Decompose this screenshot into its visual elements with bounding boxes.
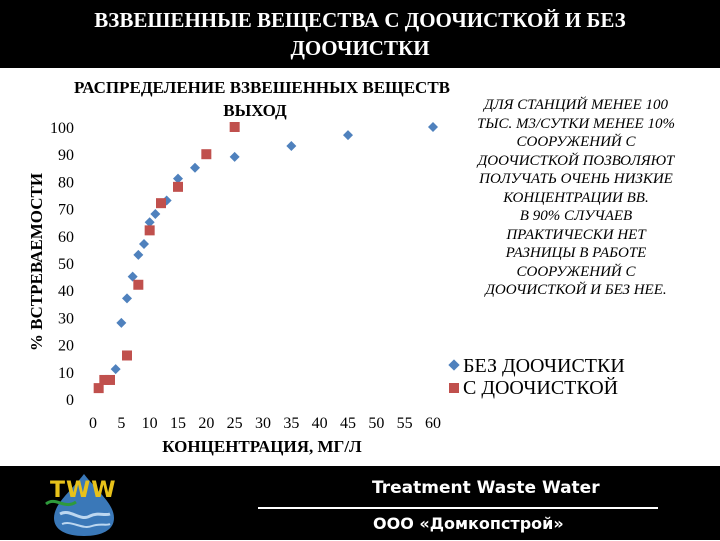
y-tick-label: 10 [58, 365, 74, 382]
data-point-diamond [190, 162, 200, 173]
x-tick-label: 50 [368, 415, 384, 432]
x-axis-label: КОНЦЕНТРАЦИЯ, МГ/Л [162, 437, 362, 456]
plot-marks [93, 122, 438, 394]
data-point-diamond [150, 209, 161, 220]
data-point-diamond [343, 130, 353, 141]
data-point-diamond [116, 317, 127, 328]
x-tick-label: 35 [283, 415, 299, 432]
y-tick-label: 0 [66, 392, 74, 409]
data-point-square [156, 198, 166, 209]
y-tick-label: 20 [58, 338, 74, 355]
data-point-square [93, 383, 104, 394]
note-line: ДЛЯ СТАНЦИЙ МЕНЕЕ 100 [483, 97, 669, 113]
note-line: СООРУЖЕНИЙ С [516, 263, 636, 280]
footer-company-name: ООО «Домкопстрой» [373, 514, 564, 533]
data-point-diamond [139, 238, 149, 249]
series-without [105, 122, 438, 385]
note-line: КОНЦЕНТРАЦИИ ВВ. [503, 189, 649, 206]
y-tick-label: 50 [58, 256, 74, 273]
y-axis-label: % ВСТРЕВАЕМОСТИ [27, 173, 46, 351]
y-tick-label: 60 [58, 229, 74, 246]
x-tick-label: 20 [198, 415, 214, 432]
scatter-chart: РАСПРЕДЕЛЕНИЕ ВЗВЕШЕННЫХ ВЕЩЕСТВ ВЫХОД %… [27, 78, 450, 456]
square-marker-icon [449, 383, 459, 393]
data-point-diamond [133, 249, 144, 260]
x-tick-labels: 0 5 10 15 20 25 30 35 40 45 50 55 60 [89, 415, 441, 432]
header-bar: ВЗВЕШЕННЫЕ ВЕЩЕСТВА С ДООЧИСТКОЙ И БЕЗ Д… [0, 0, 720, 68]
slide-title-line2: ДООЧИСТКИ [290, 36, 430, 60]
x-tick-label: 5 [117, 415, 125, 432]
note-line: ТЫС. М3/СУТКИ МЕНЕЕ 10% [477, 115, 675, 132]
note-line: СООРУЖЕНИЙ С [516, 134, 636, 150]
footer-company-tagline: Treatment Waste Water [372, 478, 600, 498]
company-logo: TWW [40, 470, 122, 536]
y-tick-label: 80 [58, 174, 74, 191]
data-point-diamond [110, 364, 121, 375]
data-point-diamond [229, 151, 240, 162]
diamond-marker-icon [448, 359, 460, 371]
y-tick-label: 70 [58, 202, 74, 219]
x-tick-label: 55 [397, 415, 413, 432]
note-line: РАЗНИЦЫ В РАБОТЕ [505, 245, 647, 261]
note-line: ПОЛУЧАТЬ ОЧЕНЬ НИЗКИЕ [479, 171, 673, 187]
x-tick-label: 45 [340, 415, 356, 432]
y-tick-label: 30 [58, 310, 74, 327]
data-point-square [133, 279, 144, 290]
y-tick-label: 90 [58, 147, 74, 164]
series-with [93, 122, 240, 394]
y-tick-labels: 0 10 20 30 40 50 60 70 80 90 100 [50, 120, 74, 409]
legend-item-with: С ДООЧИСТКОЙ [446, 377, 716, 399]
data-point-square [144, 225, 155, 236]
legend-item-without: БЕЗ ДООЧИСТКИ [446, 355, 716, 377]
x-tick-label: 15 [170, 415, 186, 432]
data-point-square [105, 374, 115, 385]
chart-legend: БЕЗ ДООЧИСТКИ С ДООЧИСТКОЙ [446, 355, 716, 399]
note-line: В 90% СЛУЧАЕВ [519, 208, 633, 224]
chart-area: РАСПРЕДЕЛЕНИЕ ВЗВЕШЕННЫХ ВЕЩЕСТВ ВЫХОД %… [0, 68, 720, 466]
note-line: ДООЧИСТКОЙ И БЕЗ НЕЕ. [485, 282, 667, 298]
slide-title: ВЗВЕШЕННЫЕ ВЕЩЕСТВА С ДООЧИСТКОЙ И БЕЗ Д… [30, 6, 690, 62]
data-point-diamond [173, 173, 183, 184]
data-point-square [173, 181, 183, 192]
x-tick-label: 30 [255, 415, 271, 432]
data-point-square [122, 350, 132, 361]
y-tick-label: 100 [50, 120, 74, 137]
data-point-square [99, 374, 110, 385]
x-tick-label: 0 [89, 415, 97, 432]
logo-drop-icon [45, 474, 114, 536]
logo-text: TWW [50, 478, 117, 503]
slide-title-line1: ВЗВЕШЕННЫЕ ВЕЩЕСТВА С ДООЧИСТКОЙ И БЕЗ [94, 8, 626, 32]
note-line: ДООЧИСТКОЙ ПОЗВОЛЯЮТ [477, 152, 675, 169]
data-point-diamond [122, 293, 132, 304]
x-tick-label: 60 [425, 415, 441, 432]
x-tick-label: 40 [312, 415, 328, 432]
footer-bar: TWW Treatment Waste Water ООО «Домкопстр… [0, 466, 720, 540]
note-line: ПРАКТИЧЕСКИ НЕТ [506, 226, 646, 243]
legend-label-without: БЕЗ ДООЧИСТКИ [463, 355, 625, 377]
note-text: ДЛЯ СТАНЦИЙ МЕНЕЕ 100 ТЫС. М3/СУТКИ МЕНЕ… [447, 96, 705, 300]
chart-title-line2: ВЫХОД [223, 101, 287, 120]
data-point-diamond [144, 217, 155, 228]
chart-title-line1: РАСПРЕДЕЛЕНИЕ ВЗВЕШЕННЫХ ВЕЩЕСТВ [74, 78, 450, 97]
y-tick-label: 40 [58, 283, 74, 300]
x-tick-label: 25 [227, 415, 243, 432]
data-point-diamond [127, 271, 138, 282]
x-tick-label: 10 [142, 415, 158, 432]
data-point-square [229, 122, 240, 132]
data-point-square [201, 149, 212, 160]
data-point-diamond [286, 141, 297, 152]
footer-divider [258, 507, 658, 509]
legend-label-with: С ДООЧИСТКОЙ [463, 377, 619, 399]
data-point-diamond [428, 122, 438, 132]
